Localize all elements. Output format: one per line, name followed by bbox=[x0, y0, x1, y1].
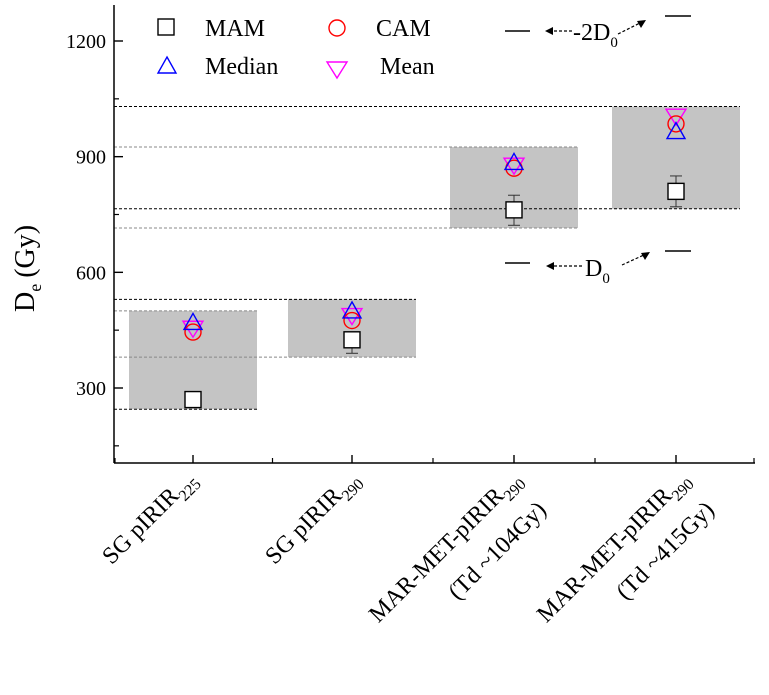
x-tick-label-line1: SG pIRIR225 bbox=[98, 466, 205, 573]
mean-point bbox=[340, 307, 364, 326]
legend-mean-marker bbox=[325, 61, 349, 80]
annotation-2d0-right-arrow bbox=[617, 21, 643, 35]
median-point bbox=[182, 312, 204, 331]
annotation-2d0-right-arrowhead bbox=[637, 20, 646, 28]
mam-point bbox=[343, 331, 361, 349]
y-tick-label: 1200 bbox=[66, 31, 106, 53]
annotation-2d0-left-arrowhead bbox=[545, 27, 553, 35]
annotation-d0: D0 bbox=[505, 250, 691, 287]
legend-mam-label: MAM bbox=[205, 16, 265, 42]
x-tick-label-2: SG pIRIR290 bbox=[261, 466, 368, 573]
annotation-d0-right-arrowhead bbox=[641, 252, 650, 260]
x-tick-labels: SG pIRIR225 SG pIRIR290MAR-MET-pIRIR290(T… bbox=[98, 466, 720, 628]
y-axis-title: De (Gy) bbox=[10, 225, 45, 312]
annotation-2d0-base: -2D bbox=[573, 20, 610, 46]
y-tick-label: 300 bbox=[76, 378, 106, 400]
x-tick-label-3: MAR-MET-pIRIR290(Td ~104Gy) bbox=[364, 476, 551, 628]
x-tick-label-text: SG pIRIR bbox=[261, 483, 348, 570]
annotation-2d0-label: -2D0 bbox=[573, 20, 618, 51]
mam-point bbox=[505, 201, 523, 219]
mean-point bbox=[502, 157, 526, 176]
y-axis-title-sub: e bbox=[25, 284, 45, 292]
median-point bbox=[341, 300, 363, 319]
y-tick-label: 600 bbox=[76, 262, 106, 284]
legend-cam-marker bbox=[328, 19, 346, 37]
annotation-d0-base: D bbox=[585, 256, 602, 282]
bands-layer bbox=[129, 106, 740, 410]
y-axis-title-main: D bbox=[10, 292, 41, 312]
legend: MAM CAM Median Mean bbox=[156, 16, 435, 80]
annotation-d0-sub: 0 bbox=[602, 271, 610, 287]
annotation-d0-left-arrowhead bbox=[546, 262, 554, 270]
legend-mam-marker bbox=[157, 18, 175, 36]
x-tick-label-4: MAR-MET-pIRIR290(Td ~415Gy) bbox=[532, 476, 719, 628]
annotation-d0-label: D0 bbox=[585, 256, 610, 287]
median-point bbox=[503, 152, 525, 171]
reference-lines bbox=[114, 106, 740, 410]
x-ticks bbox=[114, 455, 755, 463]
x-tick-label-line1: SG pIRIR290 bbox=[261, 466, 368, 573]
axes bbox=[113, 5, 755, 464]
data-points bbox=[181, 108, 688, 409]
y-ticks: 300 600 900 1200 bbox=[66, 31, 123, 447]
annotation-2d0-sub: 0 bbox=[610, 35, 618, 51]
annotation-d0-right-arrow bbox=[621, 253, 647, 266]
mam-point bbox=[667, 182, 685, 201]
cam-point bbox=[343, 311, 361, 330]
median-point bbox=[665, 121, 687, 140]
legend-cam-label: CAM bbox=[376, 16, 431, 42]
x-tick-label-text: SG pIRIR bbox=[98, 483, 185, 570]
x-tick-label-1: SG pIRIR225 bbox=[98, 466, 205, 573]
y-tick-label: 900 bbox=[76, 147, 106, 169]
mam-point bbox=[184, 390, 202, 409]
legend-median-marker bbox=[156, 55, 178, 74]
y-axis-title-unit: (Gy) bbox=[10, 225, 41, 278]
legend-mean-label: Mean bbox=[380, 54, 435, 80]
cam-point bbox=[184, 323, 202, 341]
annotation-2d0: -2D0 bbox=[505, 15, 691, 51]
legend-median-label: Median bbox=[205, 54, 278, 80]
cam-point bbox=[667, 115, 685, 133]
